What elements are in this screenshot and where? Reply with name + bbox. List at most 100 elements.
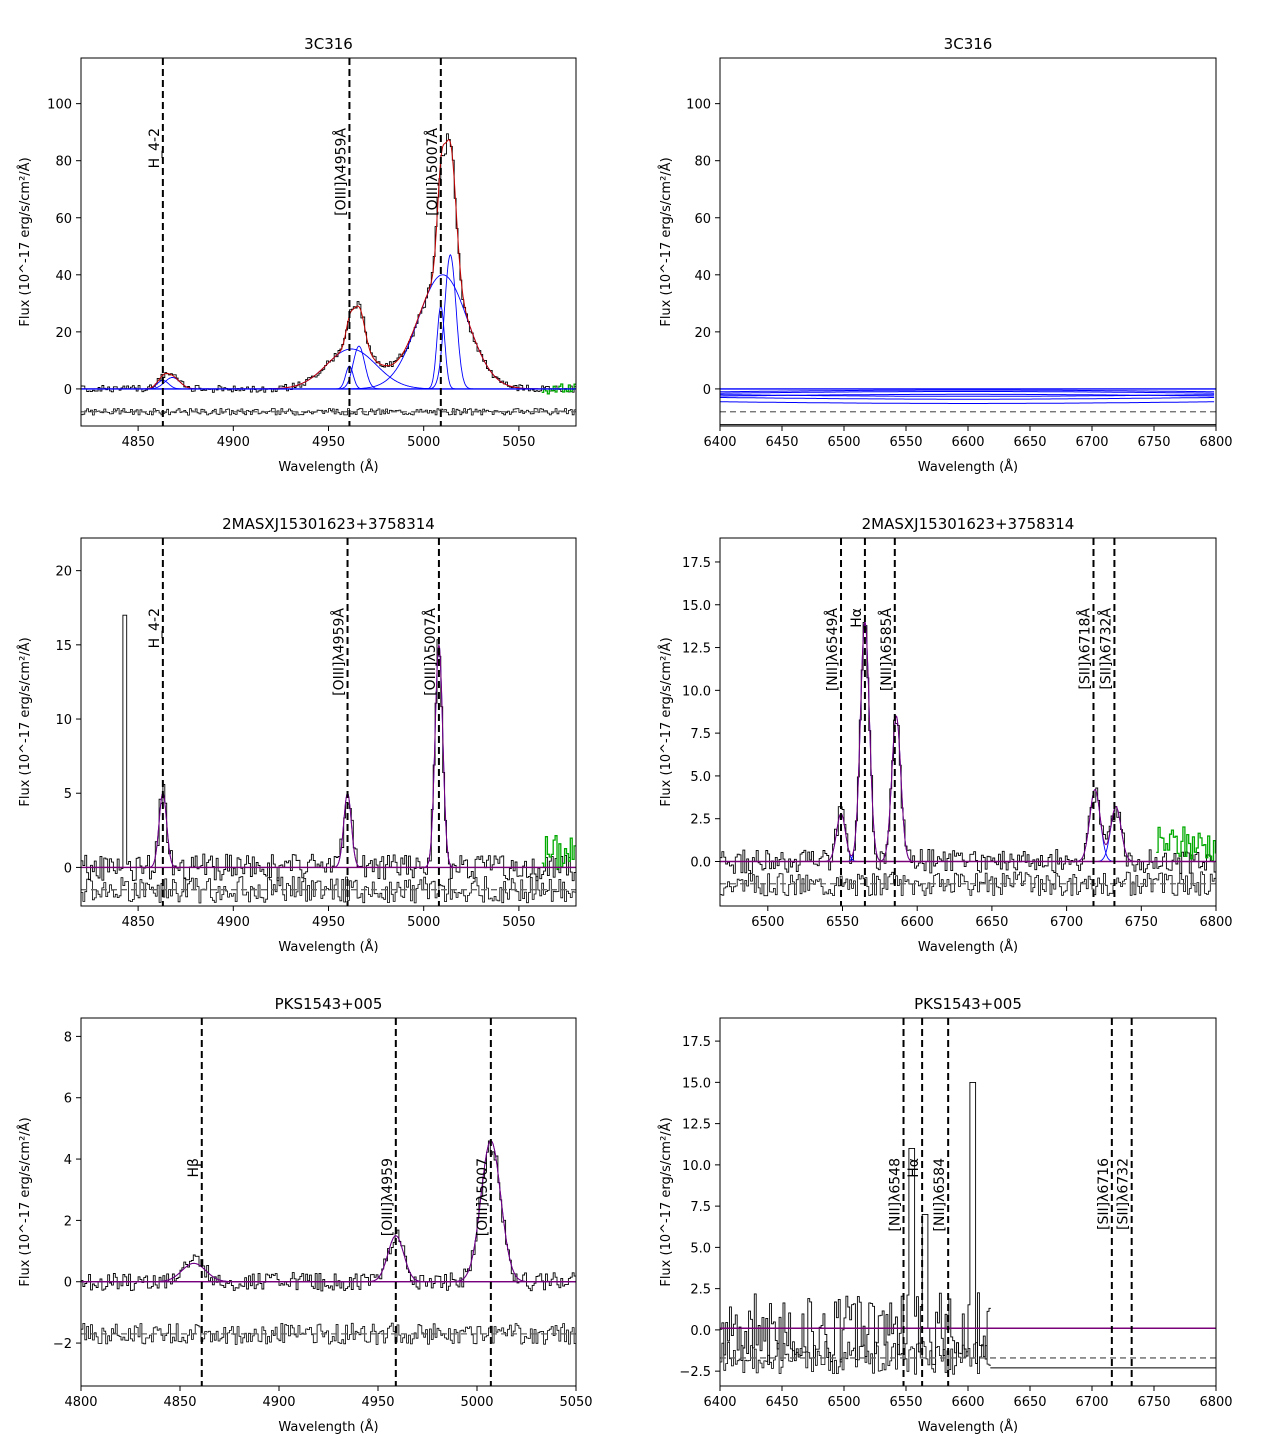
x-tick-label: 6600 — [951, 1395, 984, 1410]
axes-frame — [719, 537, 1217, 907]
x-tick-label: 6400 — [703, 435, 736, 450]
x-tick-label: 4850 — [122, 435, 155, 450]
y-tick-label: 15 — [55, 639, 72, 654]
fit-curve — [81, 139, 576, 390]
data-spectrum — [81, 133, 576, 393]
line-label: [OIII]λ4959Å — [331, 608, 348, 696]
component-curve — [81, 377, 576, 390]
y-tick-label: 8 — [64, 1030, 72, 1045]
data-spectrum — [81, 614, 576, 882]
panel-5: [NII]λ6548 Hα [NII]λ6584 [SII]λ6716 [SII]λ67… — [658, 995, 1233, 1435]
y-tick-label: 0.0 — [690, 1324, 711, 1339]
x-tick-label: 6400 — [703, 1395, 736, 1410]
masked-region — [1156, 826, 1216, 862]
component-curve — [720, 389, 1215, 393]
line-label: H_4-2 — [147, 608, 163, 648]
line-label: [NII]λ6549Å — [824, 608, 841, 692]
panel-0: H_4-2 [OIII]λ4959Å [OIII]λ5007Å 4850 4900 495… — [17, 35, 577, 475]
y-tick-label: 20 — [55, 326, 72, 341]
y-tick-label: 0 — [703, 383, 711, 398]
y-tick-label: 6 — [64, 1092, 72, 1107]
component-curve — [81, 644, 576, 868]
x-tick-label: 6800 — [1199, 915, 1232, 930]
x-tick-label: 4900 — [217, 435, 250, 450]
component-curve — [81, 254, 576, 390]
y-tick-label: 0 — [64, 383, 72, 398]
residual-spectrum — [81, 1322, 576, 1345]
y-tick-label: 5.0 — [690, 770, 711, 785]
x-tick-label: 5000 — [460, 1395, 493, 1410]
data-spectrum — [720, 1081, 991, 1365]
line-label: [SII]λ6732 — [1116, 1158, 1132, 1230]
y-tick-label: 80 — [694, 155, 711, 170]
y-axis-label: Flux (10^-17 erg/s/cm²/Å) — [658, 637, 674, 806]
data-spectrum — [81, 1140, 576, 1292]
x-axis-label: Wavelength (Å) — [918, 939, 1018, 955]
residual-spectrum — [81, 876, 576, 904]
y-tick-label: 40 — [55, 269, 72, 284]
x-tick-label: 5050 — [502, 435, 535, 450]
y-tick-label: 20 — [694, 326, 711, 341]
line-label: Hα — [906, 1158, 922, 1178]
y-tick-label: 12.5 — [682, 642, 711, 657]
x-tick-label: 6750 — [1137, 435, 1170, 450]
y-tick-label: 60 — [694, 212, 711, 227]
y-tick-label: −2.5 — [679, 1365, 711, 1380]
x-tick-label: 6700 — [1075, 1395, 1108, 1410]
component-curve — [720, 789, 1216, 862]
y-tick-label: 10.0 — [682, 1159, 711, 1174]
x-tick-label: 6650 — [1013, 435, 1046, 450]
panel-title: PKS1543+005 — [275, 995, 383, 1013]
x-tick-label: 5050 — [502, 915, 535, 930]
y-tick-label: 2.5 — [690, 813, 711, 828]
y-axis-label: Flux (10^-17 erg/s/cm²/Å) — [17, 1117, 33, 1286]
component-curve — [720, 715, 1216, 862]
x-tick-label: 4850 — [163, 1395, 196, 1410]
x-tick-label: 5000 — [407, 915, 440, 930]
x-axis-label: Wavelength (Å) — [278, 1419, 378, 1435]
x-axis-label: Wavelength (Å) — [918, 1419, 1018, 1435]
component-curve — [720, 401, 1215, 404]
y-tick-label: 40 — [694, 269, 711, 284]
y-tick-label: 80 — [55, 155, 72, 170]
x-tick-label: 6800 — [1199, 435, 1232, 450]
x-tick-label: 4950 — [312, 915, 345, 930]
component-curve — [81, 274, 576, 390]
plot-area — [81, 58, 576, 426]
y-tick-label: 17.5 — [682, 1035, 711, 1050]
line-label: [NII]λ6548 — [888, 1158, 904, 1232]
x-tick-label: 5000 — [407, 435, 440, 450]
line-label: [OIII]λ4959Å — [332, 128, 349, 216]
panel-2: H_4-2 [OIII]λ4959Å [OIII]λ5007Å 4850 4900 495… — [17, 515, 577, 955]
y-tick-label: 2 — [64, 1214, 72, 1229]
masked-region — [541, 383, 576, 395]
x-tick-label: 4850 — [122, 915, 155, 930]
line-label: [OIII]λ5007Å — [424, 128, 441, 216]
plot-area — [81, 1018, 576, 1386]
x-tick-label: 6600 — [951, 435, 984, 450]
component-curve — [81, 1235, 576, 1283]
panel-title: 2MASXJ15301623+3758314 — [222, 515, 435, 533]
component-curve — [720, 806, 1216, 862]
component-curve — [81, 305, 576, 390]
line-label: [SII]λ6718Å — [1076, 608, 1093, 690]
data-spectrum — [720, 622, 1216, 874]
x-tick-label: 6750 — [1125, 915, 1158, 930]
y-tick-label: 0 — [64, 861, 72, 876]
plot-area — [81, 538, 576, 906]
x-tick-label: 6550 — [889, 1395, 922, 1410]
line-label: [SII]λ6716 — [1096, 1158, 1112, 1230]
panel-3: [NII]λ6549Å Hα [NII]λ6585Å [SII]λ6718Å [SII]… — [658, 515, 1233, 955]
x-tick-label: 6700 — [1050, 915, 1083, 930]
y-tick-label: −2 — [53, 1337, 72, 1352]
y-tick-label: 2.5 — [690, 1283, 711, 1298]
line-label: [OIII]λ5007Å — [422, 608, 439, 696]
component-curve — [720, 391, 1215, 394]
line-label: [OIII]λ4959 — [380, 1158, 396, 1236]
line-label: [NII]λ6584 — [932, 1158, 948, 1232]
x-tick-label: 6650 — [975, 915, 1008, 930]
y-tick-label: 7.5 — [690, 727, 711, 742]
panel-4: Hβ [OIII]λ4959 [OIII]λ5007 4800 4850 4900 4950… — [17, 995, 593, 1435]
line-label: H_4-2 — [147, 128, 163, 168]
y-tick-label: 100 — [47, 98, 72, 113]
